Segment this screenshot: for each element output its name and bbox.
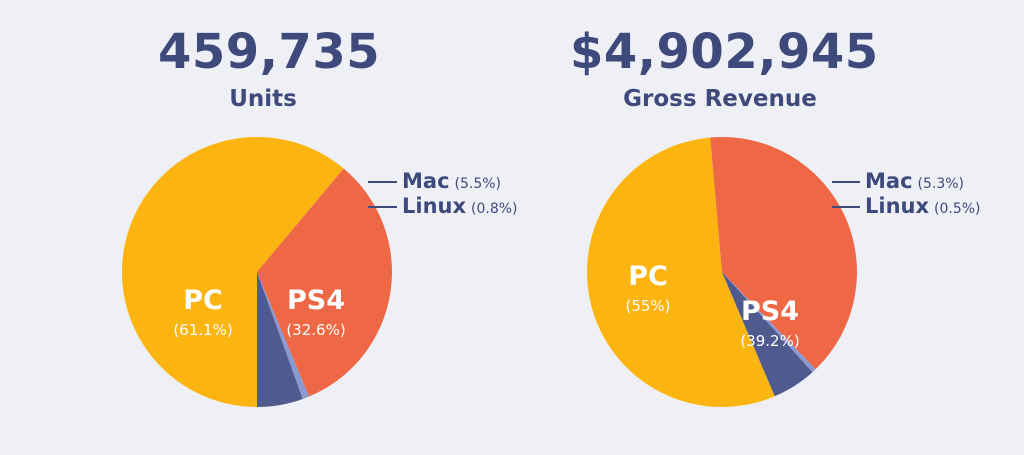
units-pie-slice-pc: [122, 137, 344, 407]
revenue-label-ps4: PS4: [741, 296, 799, 327]
units-label-pc: PC: [183, 285, 223, 316]
revenue-percent-pc: (55%): [625, 297, 670, 315]
revenue-pie-slice-linux: [722, 272, 816, 373]
units-percent-pc: (61.1%): [173, 321, 232, 339]
revenue-percent-ps4: (39.2%): [740, 332, 799, 350]
units-label-ps4: PS4: [287, 285, 345, 316]
units-caption: Units: [229, 86, 297, 112]
gross-revenue-caption: Gross Revenue: [623, 86, 817, 112]
revenue-label-pc: PC: [628, 261, 668, 292]
units-pie-slice-linux: [257, 272, 310, 400]
revenue-pie-slice-mac: [722, 272, 813, 397]
units-percent-mac: (5.5%): [455, 176, 502, 192]
units-name-linux: Linux: [402, 194, 466, 218]
revenue-name-linux: Linux: [865, 194, 929, 218]
revenue-percent-linux: (0.5%): [934, 201, 981, 217]
units-pie-slice-ps4: [257, 168, 392, 397]
revenue-percent-mac: (5.3%): [918, 176, 965, 192]
gross-revenue-total: $4,902,945: [570, 24, 879, 80]
revenue-label-mac: Mac (5.3%): [865, 169, 964, 193]
revenue-pie-slice-ps4: [710, 136, 858, 370]
revenue-pie-slice-pc: [587, 137, 775, 407]
units-name-mac: Mac: [402, 169, 450, 193]
units-pie-slice-mac: [257, 272, 303, 408]
revenue-label-linux: Linux (0.5%): [865, 194, 981, 218]
units-percent-ps4: (32.6%): [286, 321, 345, 339]
units-percent-linux: (0.8%): [471, 201, 518, 217]
units-total: 459,735: [158, 24, 381, 80]
units-label-linux: Linux (0.8%): [402, 194, 518, 218]
revenue-name-mac: Mac: [865, 169, 913, 193]
units-label-mac: Mac (5.5%): [402, 169, 501, 193]
